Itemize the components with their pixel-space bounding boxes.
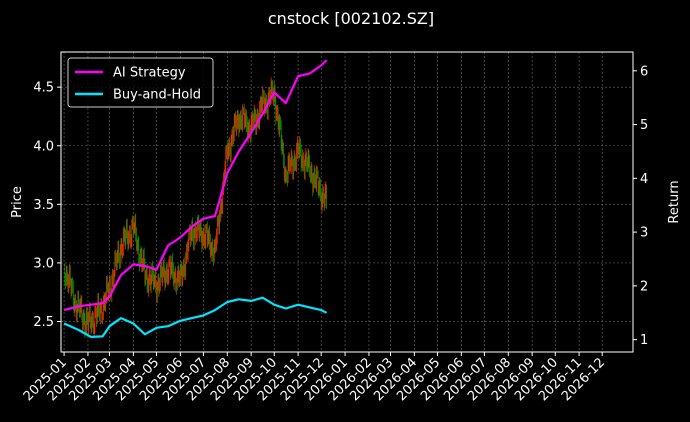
- chart-title: cnstock [002102.SZ]: [268, 9, 434, 28]
- y-tick-label: 4.5: [33, 81, 54, 96]
- legend: AI Strategy Buy-and-Hold: [67, 57, 214, 108]
- y-tick-label: 4.0: [33, 139, 54, 154]
- return-series: [63, 59, 328, 338]
- y2-tick-label: 6: [640, 64, 648, 79]
- series-line-ai-strategy: [63, 59, 328, 312]
- y-tick-label: 2.5: [33, 315, 54, 330]
- series-line-buy-and-hold: [63, 296, 328, 338]
- y2-tick-label: 4: [640, 172, 648, 187]
- y2-tick-label: 2: [640, 279, 648, 294]
- y2-tick-label: 1: [640, 333, 648, 348]
- y2-axis-label: Return: [667, 180, 682, 223]
- y-axis-label: Price: [10, 186, 25, 218]
- y-tick-label: 3.0: [33, 256, 54, 271]
- legend-label: Buy-and-Hold: [113, 88, 201, 103]
- legend-label: AI Strategy: [113, 66, 186, 81]
- y-axis-left: 2.5 3.0 3.5 4.0 4.5: [33, 81, 61, 330]
- y-tick-label: 3.5: [33, 198, 54, 213]
- y2-tick-label: 3: [640, 226, 648, 241]
- plot-frame: [60, 51, 634, 353]
- legend-box: [67, 57, 214, 108]
- y2-tick-label: 5: [640, 118, 648, 133]
- y-axis-right: 1 2 3 4 5 6: [633, 64, 648, 348]
